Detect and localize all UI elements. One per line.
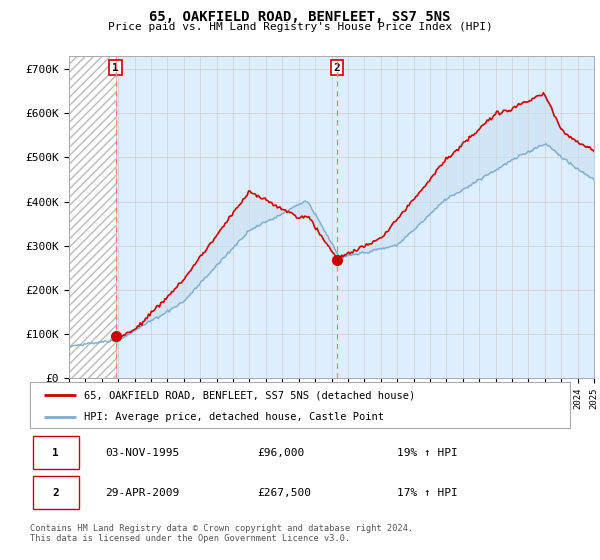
Text: Price paid vs. HM Land Registry's House Price Index (HPI): Price paid vs. HM Land Registry's House … xyxy=(107,22,493,32)
FancyBboxPatch shape xyxy=(33,476,79,509)
Text: 17% ↑ HPI: 17% ↑ HPI xyxy=(397,488,458,497)
Text: Contains HM Land Registry data © Crown copyright and database right 2024.
This d: Contains HM Land Registry data © Crown c… xyxy=(30,524,413,543)
Text: £267,500: £267,500 xyxy=(257,488,311,497)
Text: HPI: Average price, detached house, Castle Point: HPI: Average price, detached house, Cast… xyxy=(84,412,384,422)
FancyBboxPatch shape xyxy=(33,436,79,469)
Text: 29-APR-2009: 29-APR-2009 xyxy=(106,488,180,497)
Text: 1: 1 xyxy=(112,63,119,73)
Text: 1: 1 xyxy=(52,448,59,458)
Text: 65, OAKFIELD ROAD, BENFLEET, SS7 5NS: 65, OAKFIELD ROAD, BENFLEET, SS7 5NS xyxy=(149,10,451,24)
Text: 2: 2 xyxy=(52,488,59,497)
FancyBboxPatch shape xyxy=(30,382,570,428)
Text: 2: 2 xyxy=(334,63,340,73)
Text: 03-NOV-1995: 03-NOV-1995 xyxy=(106,448,180,458)
Text: 19% ↑ HPI: 19% ↑ HPI xyxy=(397,448,458,458)
Text: 65, OAKFIELD ROAD, BENFLEET, SS7 5NS (detached house): 65, OAKFIELD ROAD, BENFLEET, SS7 5NS (de… xyxy=(84,390,415,400)
Text: £96,000: £96,000 xyxy=(257,448,304,458)
